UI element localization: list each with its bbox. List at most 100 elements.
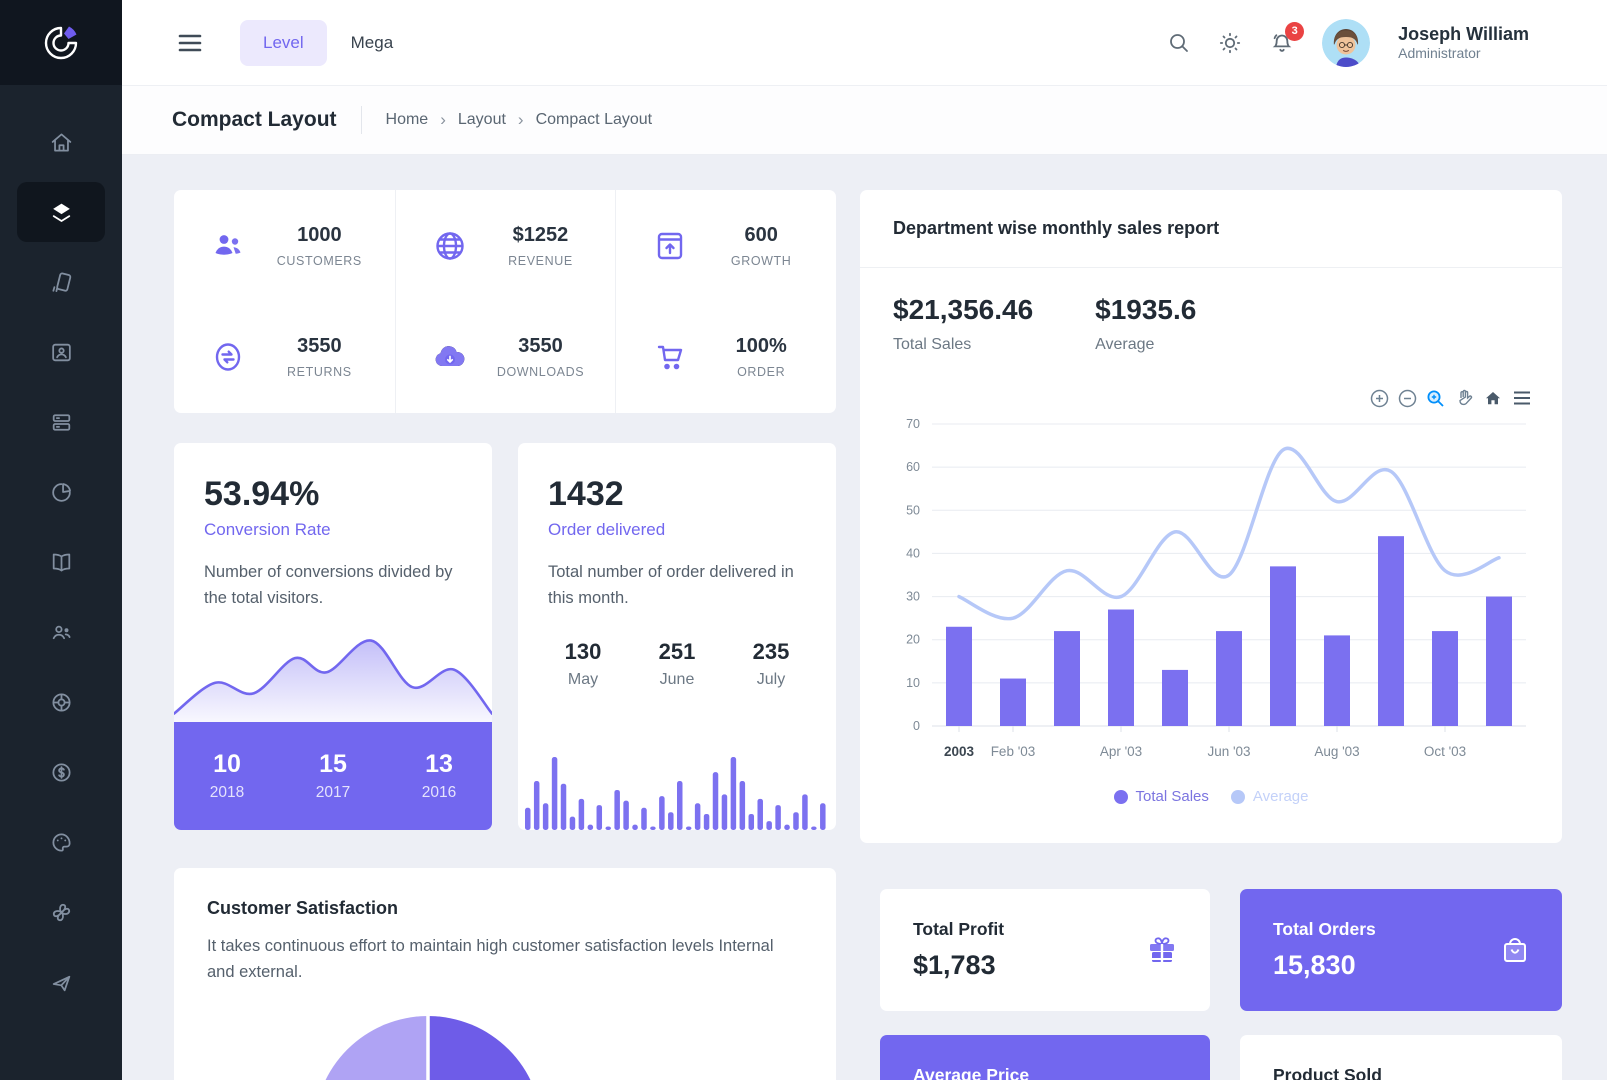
month-stat: 130 May xyxy=(564,639,602,689)
conversion-label: Conversion Rate xyxy=(204,520,331,539)
menu-icon[interactable] xyxy=(1512,390,1532,406)
year-stat: 10 2018 xyxy=(209,750,245,801)
device-icon xyxy=(51,272,71,292)
card-title: Product Sold xyxy=(1273,1065,1382,1080)
notifications-bell-icon[interactable]: 3 xyxy=(1270,21,1305,55)
svg-text:2003: 2003 xyxy=(944,744,975,759)
satisfaction-title: Customer Satisfaction xyxy=(207,898,399,918)
chart-toolbar xyxy=(1370,388,1532,408)
stat-value: 3550 xyxy=(518,335,563,358)
conversion-description: Number of conversions divided by the tot… xyxy=(204,563,453,607)
sidebar-item-support[interactable] xyxy=(17,667,105,737)
svg-text:Feb '03: Feb '03 xyxy=(991,744,1036,759)
user-avatar[interactable] xyxy=(1322,18,1371,67)
stat-value: 3550 xyxy=(297,335,342,358)
zoom-in-icon[interactable] xyxy=(1370,389,1389,408)
shopping-bag-icon xyxy=(1498,933,1532,967)
sidebar-item-pricing[interactable] xyxy=(17,737,105,807)
orders-mini-bar-chart xyxy=(518,733,836,830)
reset-home-icon[interactable] xyxy=(1483,388,1503,408)
sidebar-item-users[interactable] xyxy=(17,597,105,667)
sales-report-header: Department wise monthly sales report xyxy=(860,190,1562,268)
sales-report-card: Department wise monthly sales report $21… xyxy=(860,190,1562,843)
user-info[interactable]: Joseph William Administrator xyxy=(1398,23,1529,63)
id-card-icon xyxy=(51,343,71,361)
palette-icon xyxy=(52,832,71,852)
legend-average[interactable]: Average xyxy=(1230,788,1308,805)
breadcrumb-separator: › xyxy=(440,110,446,129)
app-logo[interactable] xyxy=(0,0,122,85)
book-icon xyxy=(52,553,70,571)
send-icon xyxy=(52,975,70,991)
chart-legend: Total Sales Average xyxy=(860,788,1562,805)
donut-logo-icon xyxy=(44,26,78,59)
breadcrumb-divider xyxy=(360,106,362,134)
satisfaction-pie-chart xyxy=(310,1012,546,1080)
search-icon[interactable] xyxy=(1168,32,1190,54)
average-price-card: Average Price xyxy=(880,1035,1210,1080)
fan-icon xyxy=(52,903,70,921)
orders-description: Total number of order delivered in this … xyxy=(548,563,794,607)
card-title: Average Price xyxy=(913,1065,1030,1080)
zoom-out-icon[interactable] xyxy=(1398,389,1417,408)
sidebar xyxy=(0,0,122,1080)
svg-text:70: 70 xyxy=(906,417,920,431)
conversion-area-chart xyxy=(172,624,494,722)
returns-swap-icon xyxy=(210,339,252,375)
sidebar-item-components[interactable] xyxy=(17,247,105,317)
stat-value: 600 xyxy=(744,223,778,246)
sidebar-item-animations[interactable] xyxy=(17,877,105,947)
sidebar-item-layouts[interactable] xyxy=(17,182,105,242)
orders-months: 130 May 251 June 235 July xyxy=(518,611,836,689)
nav-item-mega[interactable]: Mega xyxy=(350,32,394,52)
nav-item-level[interactable]: Level xyxy=(240,19,327,66)
breadcrumb-home[interactable]: Home xyxy=(385,111,429,128)
stat-value: 1000 xyxy=(297,223,342,246)
legend-label: Total Sales xyxy=(1135,788,1209,805)
users-icon xyxy=(52,625,71,639)
svg-text:30: 30 xyxy=(906,590,920,604)
svg-text:20: 20 xyxy=(906,633,920,647)
lifebuoy-icon xyxy=(51,692,71,712)
page-title: Compact Layout xyxy=(172,108,337,131)
stat-growth: 600 GROWTH xyxy=(615,190,836,302)
svg-text:10: 10 xyxy=(906,676,920,690)
selection-zoom-icon[interactable] xyxy=(1426,389,1445,408)
sidebar-item-widgets[interactable] xyxy=(17,387,105,457)
sidebar-item-docs[interactable] xyxy=(17,527,105,597)
card-value: $1,783 xyxy=(913,950,996,980)
card-title: Total Orders xyxy=(1273,919,1376,939)
hamburger-menu-icon[interactable] xyxy=(178,34,202,52)
sidebar-item-other[interactable] xyxy=(17,947,105,1017)
month-stat: 251 June xyxy=(658,639,696,689)
svg-text:60: 60 xyxy=(906,460,920,474)
notification-badge: 3 xyxy=(1285,21,1305,41)
sales-metrics: $21,356.46 Total Sales $1935.6 Average xyxy=(860,268,1562,354)
legend-total-sales[interactable]: Total Sales xyxy=(1113,788,1209,805)
stats-card: 1000 CUSTOMERS $1252 REVENUE 600 GROWTH 355… xyxy=(174,190,836,413)
conversion-years-band: 10 2018 15 2017 13 2016 xyxy=(174,722,492,830)
sidebar-item-theme[interactable] xyxy=(17,807,105,877)
sidebar-item-charts[interactable] xyxy=(17,457,105,527)
sidebar-item-contact[interactable] xyxy=(17,317,105,387)
legend-marker xyxy=(1113,789,1128,804)
sidebar-item-home[interactable] xyxy=(17,107,105,177)
gift-icon xyxy=(1144,932,1180,968)
sales-chart-plot: 0 10 20 30 40 50 60 70 2003 Feb '03 Apr '03 Jun '03… xyxy=(888,408,1536,780)
svg-text:40: 40 xyxy=(906,546,920,560)
legend-marker xyxy=(1230,789,1245,804)
pan-icon[interactable] xyxy=(1454,388,1474,408)
svg-text:Aug '03: Aug '03 xyxy=(1314,744,1359,759)
header-actions: 3 Joseph William Administrator xyxy=(1168,18,1529,67)
sales-report-title: Department wise monthly sales report xyxy=(893,218,1220,238)
growth-box-icon xyxy=(652,228,694,264)
svg-text:Oct '03: Oct '03 xyxy=(1424,744,1466,759)
stat-label: ORDER xyxy=(737,365,786,380)
svg-text:Jun '03: Jun '03 xyxy=(1207,744,1250,759)
total-sales-metric: $21,356.46 Total Sales xyxy=(893,294,1034,353)
breadcrumb: Home › Layout › Compact Layout xyxy=(386,110,653,130)
breadcrumb-layout[interactable]: Layout xyxy=(457,111,506,128)
theme-sun-icon[interactable] xyxy=(1218,31,1242,55)
svg-text:Apr '03: Apr '03 xyxy=(1100,744,1142,759)
total-orders-card: Total Orders 15,830 xyxy=(1240,889,1562,1011)
